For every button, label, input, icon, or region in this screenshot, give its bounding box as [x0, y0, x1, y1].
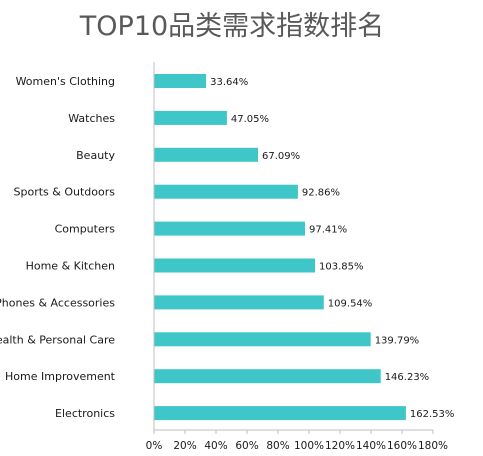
value-label-4: 97.41% [309, 225, 347, 236]
bar-6 [154, 295, 324, 310]
chart-title: TOP10品类需求指数排名 [79, 11, 384, 42]
x-tick-label-0: 0% [146, 440, 163, 452]
bar-2 [154, 147, 258, 162]
bar-7 [154, 332, 371, 347]
value-label-7: 139.79% [375, 335, 420, 346]
category-label-3: Sports & Outdoors [14, 186, 116, 199]
category-label-6: Cell Phones & Accessories [0, 296, 115, 309]
value-label-0: 33.64% [210, 77, 248, 88]
x-tick-label-2: 40% [204, 440, 227, 452]
x-tick-label-8: 160% [387, 440, 417, 452]
x-tick-label-6: 120% [325, 440, 355, 452]
x-tick-label-9: 180% [418, 440, 448, 452]
value-label-3: 92.86% [302, 188, 340, 199]
x-tick-label-3: 60% [235, 440, 258, 452]
bar-4 [154, 221, 305, 236]
category-label-4: Computers [55, 223, 116, 236]
value-label-6: 109.54% [328, 298, 373, 309]
category-label-0: Women's Clothing [16, 75, 115, 88]
value-label-5: 103.85% [319, 262, 364, 273]
bar-1 [154, 110, 227, 125]
bar-9 [154, 406, 406, 421]
bar-3 [154, 184, 298, 199]
value-label-1: 47.05% [231, 114, 269, 125]
category-label-5: Home & Kitchen [26, 260, 115, 273]
bar-0 [154, 74, 207, 88]
category-label-9: Electronics [55, 407, 115, 420]
category-label-1: Watches [68, 112, 115, 125]
x-tick-label-7: 140% [356, 440, 386, 452]
category-label-8: Home Improvement [5, 370, 116, 383]
x-tick-label-1: 20% [173, 440, 196, 452]
value-label-9: 162.53% [410, 409, 455, 420]
category-label-2: Beauty [76, 149, 115, 162]
value-label-8: 146.23% [385, 372, 430, 383]
bar-8 [154, 369, 381, 384]
category-label-7: Health & Personal Care [0, 333, 115, 346]
x-tick-label-4: 80% [266, 440, 289, 452]
value-label-2: 67.09% [262, 151, 300, 162]
x-tick-label-5: 100% [294, 440, 324, 452]
bar-5 [154, 258, 315, 273]
